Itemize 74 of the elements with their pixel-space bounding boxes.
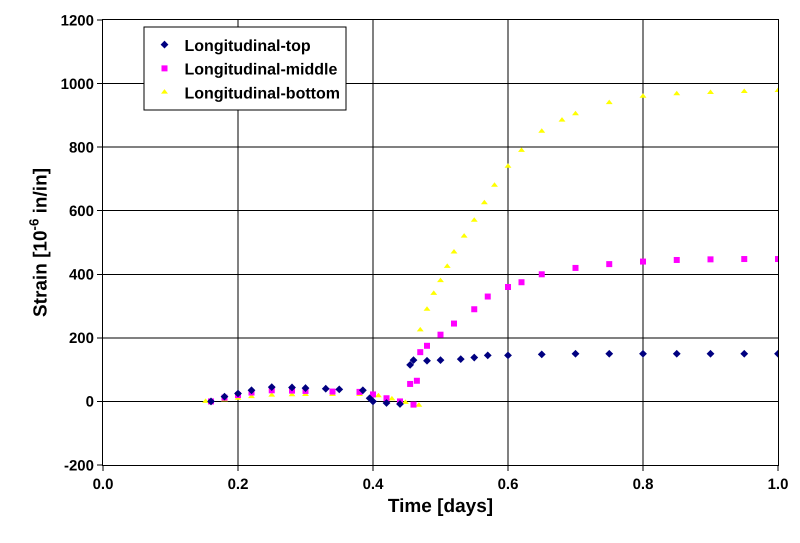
y-tick-label: 600 [68, 202, 94, 220]
point [518, 279, 524, 286]
point [708, 256, 714, 262]
point [407, 380, 414, 387]
point [484, 294, 491, 300]
x-tick-label: 0.8 [632, 476, 654, 493]
point [572, 264, 578, 271]
point [288, 384, 296, 392]
point [234, 390, 242, 398]
point [504, 351, 512, 360]
legend-label: Longitudinal-top [184, 38, 311, 55]
point [248, 386, 256, 394]
point [639, 350, 647, 358]
point [558, 117, 566, 122]
point [572, 110, 579, 116]
x-tick-label: 1.0 [768, 476, 788, 493]
point [674, 256, 680, 263]
point [706, 350, 714, 358]
point [741, 256, 748, 262]
point [505, 284, 511, 290]
point [740, 350, 748, 358]
point [406, 360, 414, 369]
point [471, 306, 478, 312]
point [424, 342, 430, 349]
point [438, 332, 444, 338]
x-tick-label: 0.0 [92, 476, 114, 493]
point [268, 383, 276, 392]
point [456, 355, 465, 364]
point [335, 385, 344, 394]
y-tick-label: 0 [86, 394, 94, 411]
point [417, 349, 424, 356]
legend-label: Longitudinal-middle [184, 62, 338, 79]
point [424, 306, 430, 311]
point [423, 356, 431, 365]
point [605, 350, 614, 358]
point [302, 384, 310, 392]
x-axis-title: Time [days] [388, 496, 494, 517]
point [322, 384, 330, 393]
point [470, 354, 478, 362]
point [366, 394, 374, 402]
point [518, 147, 525, 152]
y-tick-label: 1200 [60, 12, 94, 30]
point [414, 378, 420, 384]
point [330, 388, 336, 395]
y-tick-label: -200 [64, 457, 94, 474]
legend-label: Longitudinal-bottom [184, 85, 340, 102]
x-tick-label: 0.6 [498, 476, 518, 493]
y-tick-label: 800 [68, 139, 94, 156]
point [358, 386, 367, 394]
y-tick-label: 200 [68, 330, 94, 348]
point [410, 356, 418, 364]
point [369, 398, 377, 406]
point [538, 350, 546, 358]
y-tick-label: 1000 [60, 76, 94, 93]
point [504, 163, 512, 168]
point [437, 278, 444, 282]
x-tick-label: 0.2 [228, 476, 248, 493]
point [640, 93, 646, 98]
point [538, 271, 545, 278]
point [382, 399, 390, 407]
point [707, 89, 714, 94]
x-tick-label: 0.4 [362, 476, 384, 493]
point [606, 261, 612, 268]
point [410, 402, 416, 408]
point [451, 320, 457, 327]
y-tick-label: 400 [68, 266, 94, 284]
point [396, 400, 404, 408]
point [491, 182, 498, 187]
point [640, 258, 646, 265]
point [450, 249, 458, 254]
point [484, 351, 492, 360]
point [436, 356, 444, 364]
point [572, 350, 580, 358]
point [672, 350, 681, 358]
